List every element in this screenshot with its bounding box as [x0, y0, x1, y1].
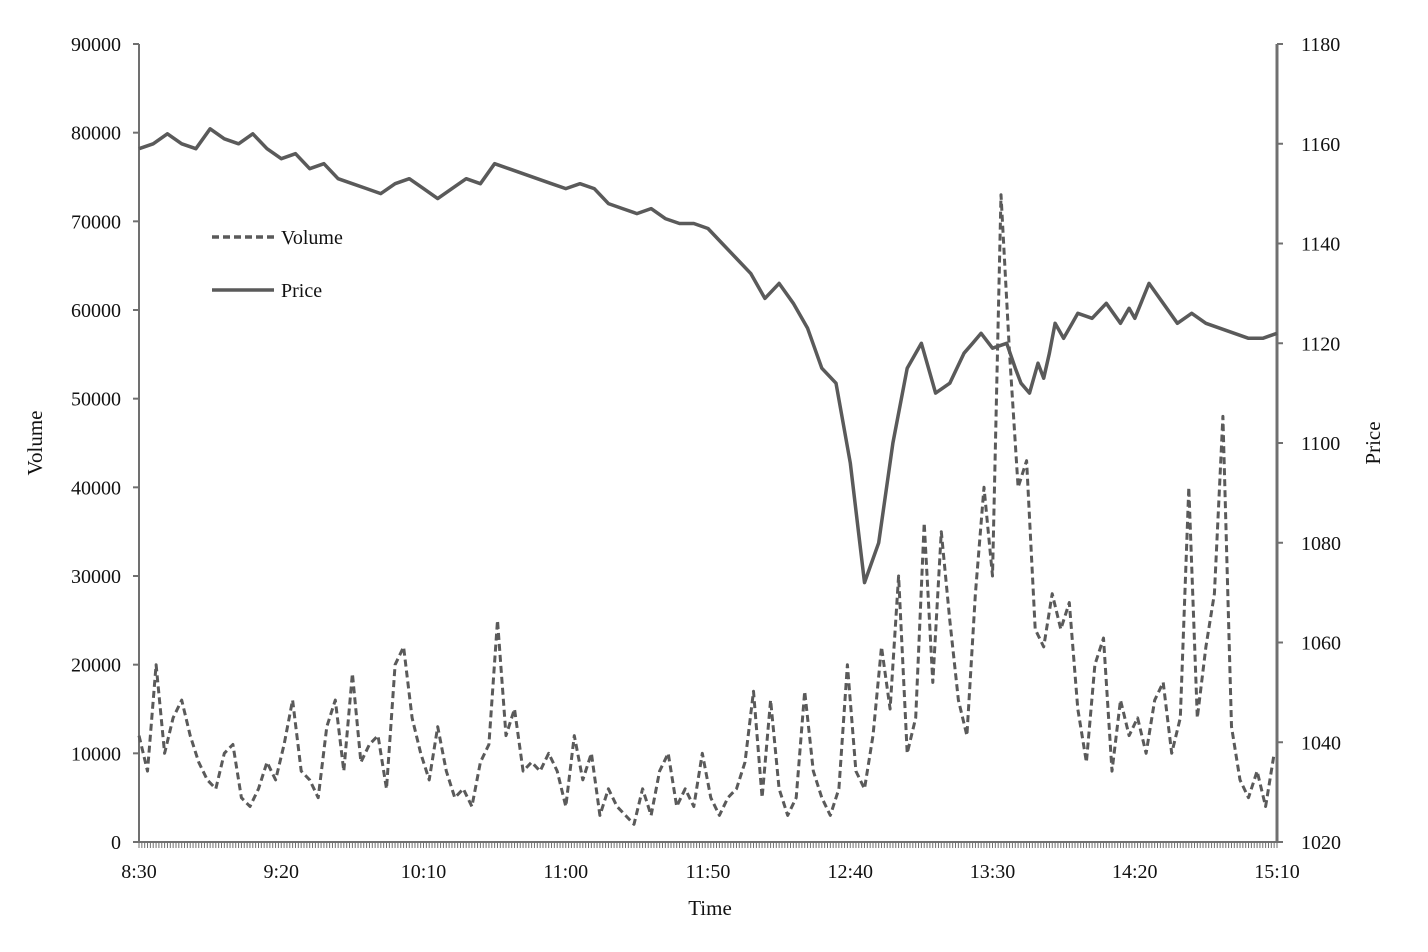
plot-area	[137, 127, 1278, 826]
legend-label-volume: Volume	[281, 227, 343, 249]
y-right-tick-label: 1100	[1301, 433, 1340, 455]
y-left-tick-label: 0	[111, 832, 121, 854]
legend: Volume Price	[212, 227, 343, 302]
legend-label-price: Price	[281, 280, 322, 302]
series-line-volume	[137, 193, 1276, 826]
x-tick-label: 9:20	[263, 861, 299, 883]
y-right-tick-label: 1080	[1301, 533, 1341, 555]
x-axis-minor-ticks	[138, 842, 1278, 848]
y-left-tick-label: 70000	[71, 211, 121, 233]
y-right-tick-label: 1040	[1301, 732, 1341, 754]
y-left-tick-label: 90000	[71, 34, 121, 56]
x-tick-label: 8:30	[121, 861, 157, 883]
y-axis-title-right: Price	[1361, 421, 1385, 464]
y-left-tick-label: 20000	[71, 655, 121, 677]
x-tick-label: 13:30	[970, 861, 1016, 883]
y-left-tick-label: 30000	[71, 566, 121, 588]
x-tick-label: 15:10	[1254, 861, 1300, 883]
x-axis-title: Time	[688, 896, 732, 920]
tick-labels: 8:30 9:20 10:10 11:00 11:50 12:40 13:30 14:20 15…	[71, 34, 1341, 883]
x-tick-label: 14:20	[1112, 861, 1158, 883]
y-left-tick-label: 80000	[71, 123, 121, 145]
y-axis-title-left: Volume	[23, 411, 47, 476]
x-tick-label: 11:00	[543, 861, 588, 883]
y-right-tick-label: 1060	[1301, 633, 1341, 655]
y-left-tick-label: 10000	[71, 743, 121, 765]
y-right-tick-label: 1160	[1301, 134, 1340, 156]
y-left-tick-label: 50000	[71, 389, 121, 411]
y-right-tick-label: 1120	[1301, 333, 1340, 355]
x-tick-label: 11:50	[686, 861, 731, 883]
y-left-tick-label: 40000	[71, 477, 121, 499]
y-right-tick-label: 1020	[1301, 832, 1341, 854]
x-tick-label: 12:40	[827, 861, 873, 883]
y-right-tick-label: 1140	[1301, 234, 1340, 256]
x-tick-label: 10:10	[401, 861, 447, 883]
axes-layer	[133, 43, 1283, 848]
y-right-tick-label: 1180	[1301, 34, 1340, 56]
series-line-price	[138, 127, 1278, 585]
y-left-tick-label: 60000	[71, 300, 121, 322]
